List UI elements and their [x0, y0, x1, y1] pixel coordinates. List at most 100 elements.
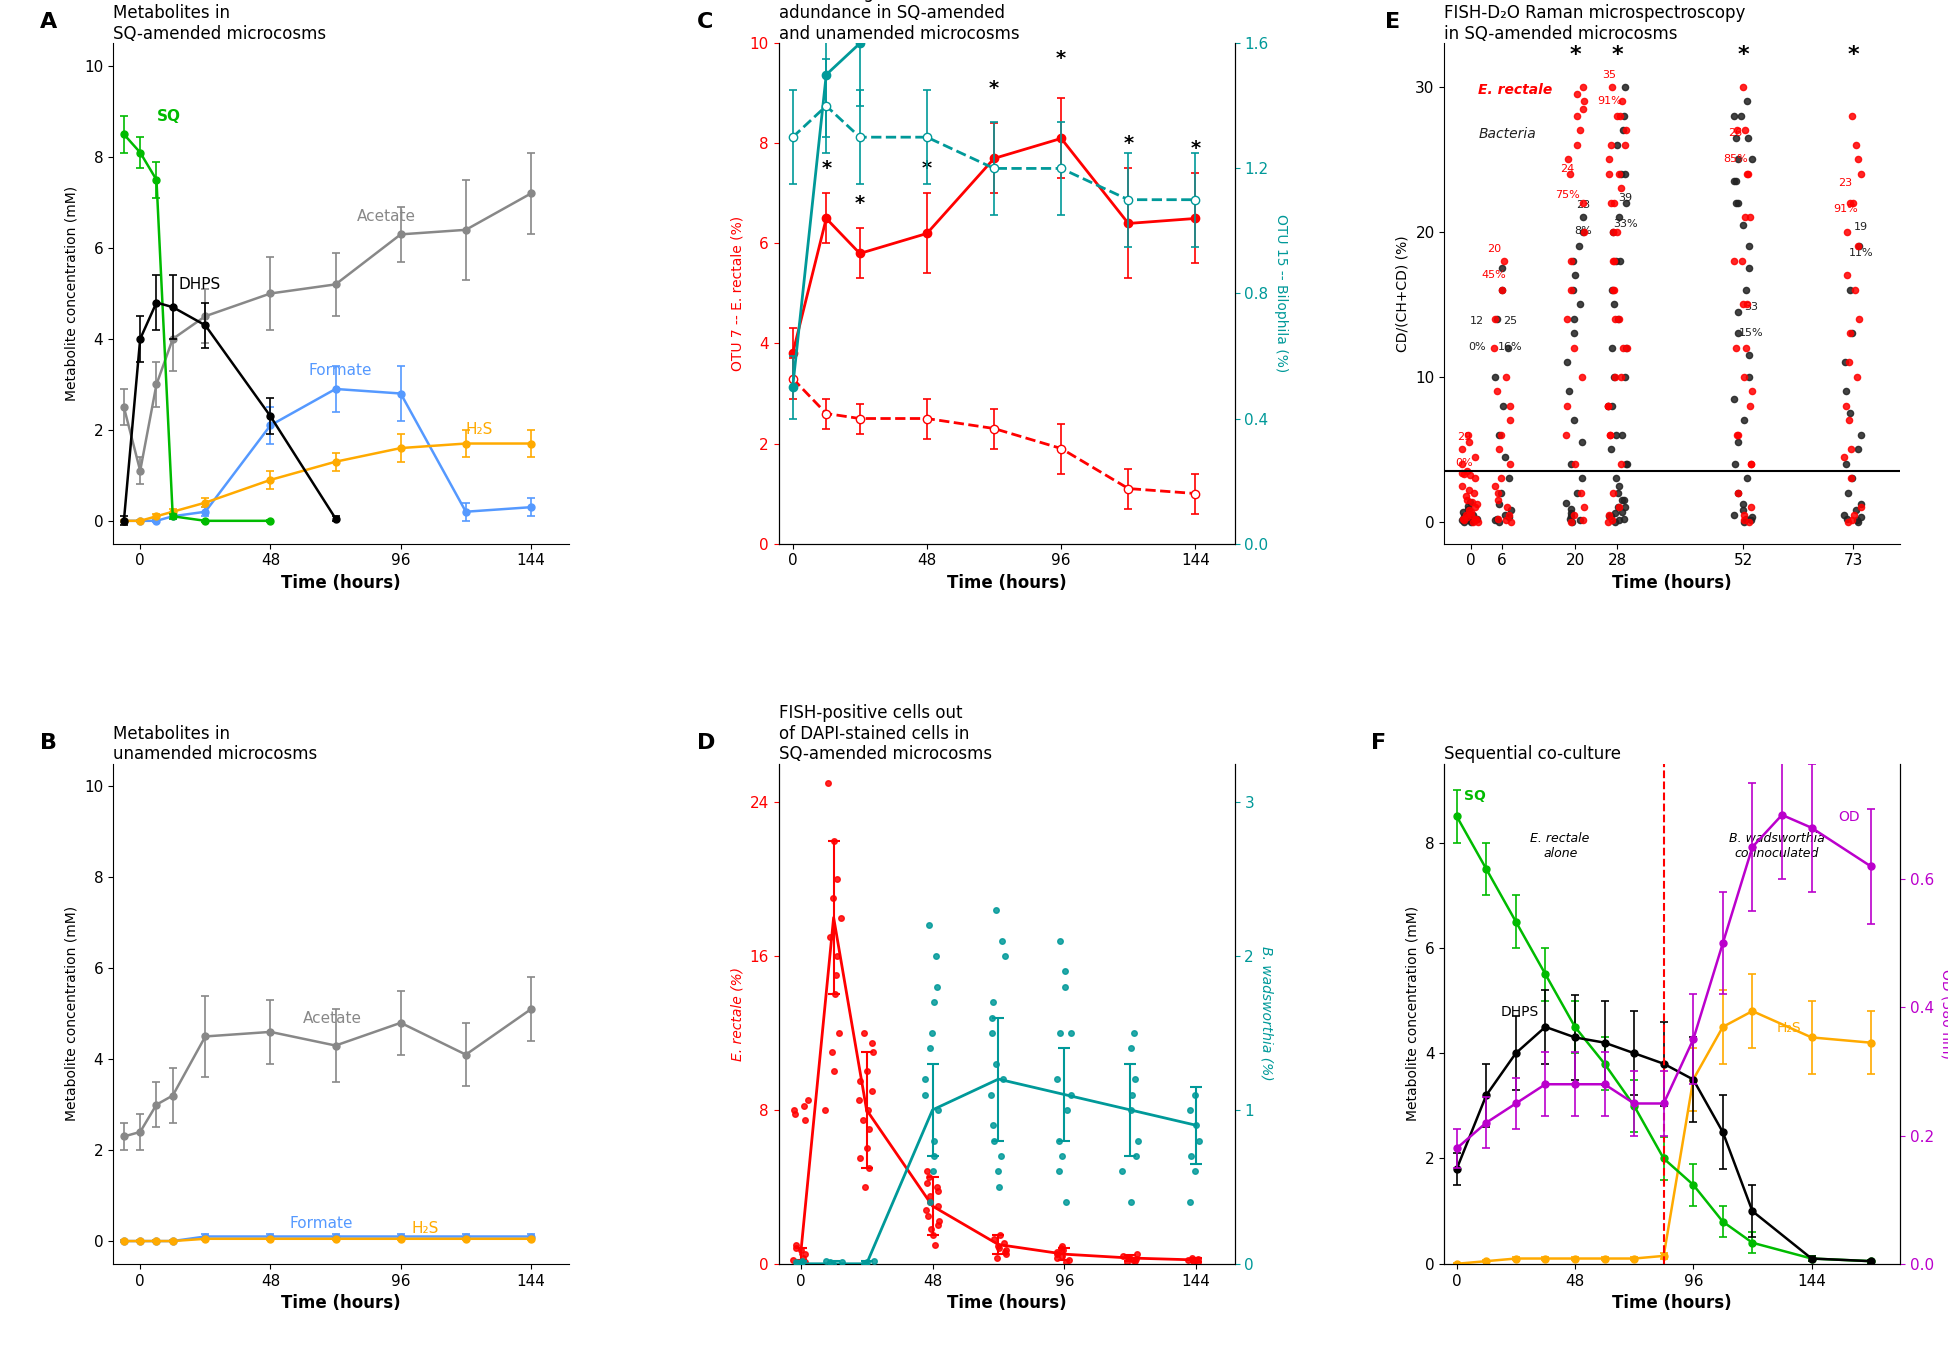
- Text: 0%: 0%: [1455, 458, 1473, 468]
- Point: [849, 1176, 880, 1197]
- Point: [1728, 206, 1759, 228]
- Point: [921, 1195, 953, 1216]
- Point: [847, 1022, 879, 1044]
- Point: [1451, 424, 1482, 446]
- Point: [818, 1060, 849, 1082]
- Point: [1722, 481, 1753, 503]
- Point: [1555, 453, 1586, 475]
- Point: [1447, 510, 1479, 532]
- Text: 23: 23: [1837, 179, 1851, 188]
- Point: [781, 1253, 812, 1275]
- Point: [1555, 502, 1586, 523]
- Point: [847, 1253, 879, 1275]
- Point: [1459, 496, 1490, 518]
- Point: [1486, 279, 1517, 301]
- Point: [1120, 1243, 1151, 1265]
- Text: *: *: [1736, 45, 1747, 65]
- Point: [990, 1241, 1021, 1262]
- Y-axis label: Metabolite concentration (mM): Metabolite concentration (mM): [64, 906, 78, 1121]
- Point: [1730, 91, 1761, 113]
- Point: [1837, 193, 1868, 214]
- Point: [818, 1253, 849, 1275]
- Point: [1609, 193, 1640, 214]
- Text: FISH-D₂O Raman microspectroscopy
in SQ-amended microcosms: FISH-D₂O Raman microspectroscopy in SQ-a…: [1443, 4, 1745, 43]
- Point: [1829, 453, 1860, 475]
- Point: [1599, 134, 1630, 156]
- Point: [1603, 206, 1634, 228]
- Point: [1461, 508, 1492, 530]
- Point: [1482, 438, 1514, 460]
- Point: [1845, 494, 1876, 515]
- Point: [1611, 338, 1642, 359]
- Point: [1839, 279, 1870, 301]
- Point: [1492, 503, 1523, 525]
- Point: [1568, 221, 1599, 243]
- Point: [1833, 193, 1864, 214]
- Point: [1835, 438, 1866, 460]
- Y-axis label: Metabolite concentration (mM): Metabolite concentration (mM): [1405, 906, 1418, 1121]
- Point: [1831, 511, 1862, 533]
- Point: [1718, 104, 1749, 126]
- Text: *: *: [820, 160, 832, 179]
- Text: Formate: Formate: [290, 1216, 353, 1231]
- Point: [1459, 468, 1490, 490]
- Point: [1564, 119, 1595, 141]
- Point: [816, 887, 847, 909]
- Point: [1451, 507, 1482, 529]
- Point: [1459, 508, 1490, 530]
- Point: [923, 1211, 955, 1233]
- Point: [976, 1115, 1007, 1136]
- Point: [847, 1109, 879, 1131]
- Point: [1179, 1161, 1210, 1182]
- Point: [1730, 279, 1761, 301]
- Point: [1835, 510, 1866, 532]
- Point: [1732, 126, 1763, 148]
- Point: [1553, 163, 1584, 184]
- Point: [918, 1146, 949, 1168]
- Point: [1730, 468, 1761, 490]
- Text: *: *: [1056, 49, 1066, 68]
- Text: 16S rRNA gene relative
adundance in SQ-amended
and unamended microcosms: 16S rRNA gene relative adundance in SQ-a…: [779, 0, 1019, 43]
- Point: [1736, 507, 1767, 529]
- Point: [986, 1069, 1017, 1090]
- Point: [1173, 1249, 1204, 1271]
- Text: B. wadsworthia
co-inoculated: B. wadsworthia co-inoculated: [1728, 833, 1823, 860]
- Point: [1050, 1100, 1081, 1121]
- Point: [855, 1032, 886, 1054]
- Point: [1484, 481, 1516, 503]
- Point: [1845, 507, 1876, 529]
- Point: [990, 1239, 1021, 1261]
- Text: Formate: Formate: [308, 363, 372, 378]
- Point: [1839, 499, 1870, 521]
- Point: [1718, 388, 1749, 410]
- Point: [1116, 1249, 1147, 1271]
- Point: [1605, 490, 1636, 511]
- Point: [912, 1205, 943, 1227]
- X-axis label: Time (hours): Time (hours): [947, 574, 1066, 591]
- Point: [1726, 499, 1757, 521]
- Point: [916, 1218, 947, 1239]
- Point: [1451, 498, 1482, 519]
- Point: [1551, 492, 1582, 514]
- Point: [1841, 511, 1872, 533]
- Point: [1182, 1248, 1214, 1269]
- Point: [1447, 464, 1479, 485]
- Point: [1601, 496, 1632, 518]
- Point: [1597, 366, 1629, 388]
- Point: [826, 1252, 857, 1273]
- Point: [1597, 250, 1629, 271]
- Point: [1605, 163, 1636, 184]
- Point: [1480, 308, 1512, 330]
- Point: [851, 1060, 882, 1082]
- Point: [912, 1172, 943, 1193]
- Point: [793, 1089, 824, 1111]
- Point: [1592, 395, 1623, 416]
- Text: 25: 25: [1502, 316, 1516, 325]
- Point: [1835, 468, 1866, 490]
- Point: [1728, 214, 1759, 236]
- Point: [1449, 507, 1480, 529]
- Point: [1601, 496, 1632, 518]
- Point: [822, 868, 853, 890]
- Text: E. rectale: E. rectale: [1479, 83, 1553, 98]
- Point: [777, 1100, 808, 1121]
